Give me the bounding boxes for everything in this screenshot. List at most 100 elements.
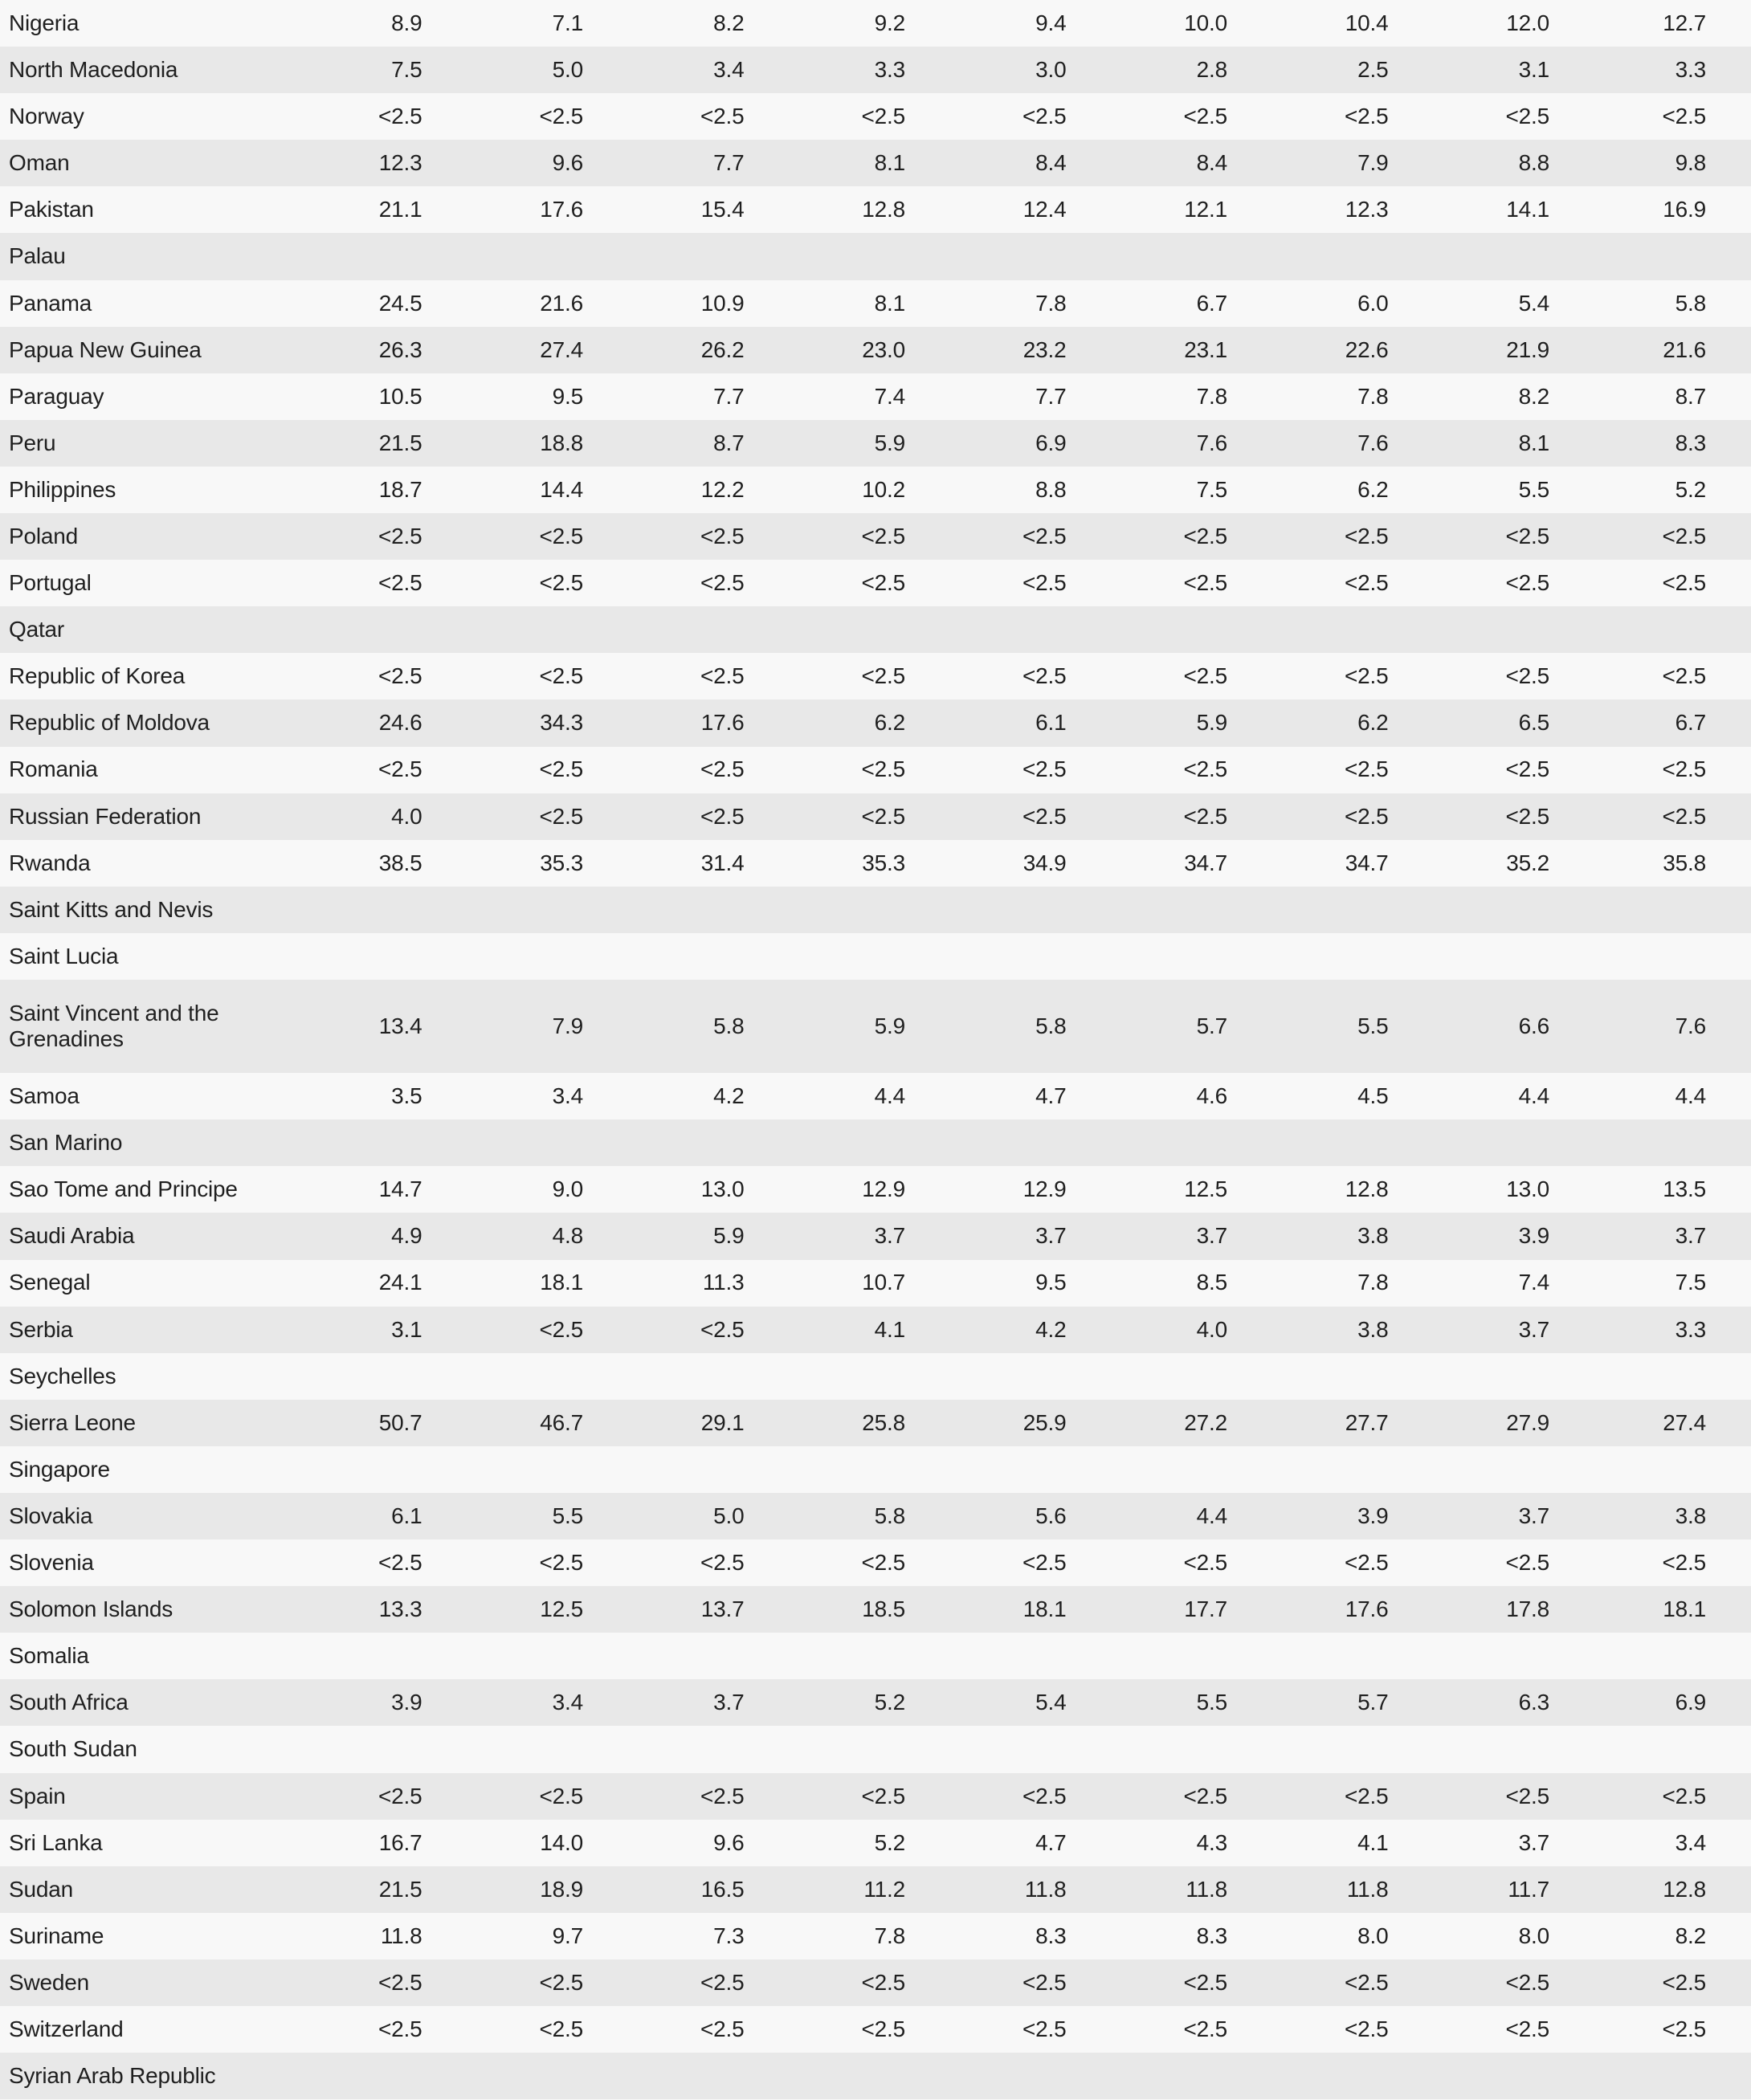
value-cell: <2.5 bbox=[861, 570, 906, 596]
value-cell: 4.9 bbox=[391, 1223, 422, 1249]
value-cell: 11.3 bbox=[702, 1270, 745, 1295]
value-cell: <2.5 bbox=[1022, 570, 1067, 596]
value-cell bbox=[1067, 1446, 1228, 1493]
value-cell: 10.7 bbox=[862, 1270, 905, 1295]
value-cell bbox=[905, 933, 1067, 980]
value-cell bbox=[745, 1119, 906, 1166]
country-name: Saint Vincent and the Grenadines bbox=[9, 1000, 219, 1052]
value-cell: <2.5 bbox=[539, 1550, 584, 1576]
value-cell: <2.5 bbox=[539, 523, 584, 548]
value-cell: 8.3 bbox=[1196, 1923, 1228, 1948]
value-cell: 12.9 bbox=[1022, 1176, 1067, 1202]
value-cell: 18.1 bbox=[1022, 1596, 1067, 1622]
value-cell: 3.9 bbox=[1357, 1503, 1389, 1528]
country-name: Pakistan bbox=[9, 197, 94, 222]
table-row: North Macedonia 7.5 5.0 3.4 3.3 3.0 2.8 2.5 3.1 3… bbox=[0, 47, 1751, 94]
value-cell: <2.5 bbox=[539, 663, 584, 689]
value-cell: 8.0 bbox=[1357, 1923, 1389, 1948]
value-cell: 5.8 bbox=[1675, 290, 1707, 316]
value-cell bbox=[1227, 1353, 1389, 1400]
value-cell: 5.4 bbox=[1518, 290, 1550, 316]
value-cell: 12.7 bbox=[1663, 10, 1706, 35]
table-row: Norway <2.5 <2.5 <2.5 <2.5 <2.5 <2.5 <2.5 <2.5 <2… bbox=[0, 93, 1751, 141]
value-cell: 5.9 bbox=[1196, 710, 1228, 736]
country-name: Serbia bbox=[9, 1316, 73, 1342]
country-name: South Sudan bbox=[9, 1736, 137, 1762]
value-cell: 8.8 bbox=[1035, 476, 1067, 502]
value-cell: 7.7 bbox=[713, 150, 745, 176]
country-name: Spain bbox=[9, 1783, 66, 1808]
value-cell: <2.5 bbox=[1022, 2016, 1067, 2041]
value-cell bbox=[422, 1633, 584, 1679]
value-cell: 4.5 bbox=[1357, 1083, 1389, 1109]
value-cell: 6.1 bbox=[391, 1503, 422, 1528]
value-cell: 27.2 bbox=[1184, 1409, 1227, 1435]
value-cell: 7.5 bbox=[1196, 476, 1228, 502]
value-cell bbox=[905, 1446, 1067, 1493]
value-cell: 7.7 bbox=[1035, 383, 1067, 409]
value-cell: <2.5 bbox=[1183, 663, 1228, 689]
value-cell: <2.5 bbox=[1345, 803, 1389, 829]
value-cell: 7.5 bbox=[1675, 1270, 1707, 1295]
value-cell: 9.5 bbox=[1035, 1270, 1067, 1295]
value-cell: <2.5 bbox=[1345, 1969, 1389, 1995]
value-cell: <2.5 bbox=[861, 663, 906, 689]
country-name: South Africa bbox=[9, 1690, 129, 1715]
value-cell bbox=[1227, 933, 1389, 980]
table-row: Saint Lucia bbox=[0, 932, 1751, 980]
value-cell: <2.5 bbox=[1505, 803, 1550, 829]
country-name: Sierra Leone bbox=[9, 1409, 136, 1435]
value-cell: 4.4 bbox=[1675, 1083, 1707, 1109]
value-cell bbox=[905, 233, 1067, 279]
value-cell: <2.5 bbox=[1022, 1550, 1067, 1576]
value-cell: 8.2 bbox=[713, 10, 745, 35]
value-cell: 21.1 bbox=[378, 197, 422, 222]
value-cell bbox=[261, 1726, 422, 1772]
value-cell bbox=[745, 2053, 906, 2099]
value-cell: 5.8 bbox=[1035, 1013, 1067, 1038]
value-cell bbox=[1389, 233, 1550, 279]
value-cell: 9.2 bbox=[874, 10, 906, 35]
value-cell: 11.8 bbox=[1346, 1876, 1389, 1902]
value-cell: 31.4 bbox=[700, 850, 745, 875]
table-row: Singapore bbox=[0, 1446, 1751, 1493]
value-cell: 5.7 bbox=[1196, 1013, 1228, 1038]
value-cell bbox=[261, 1353, 422, 1400]
value-cell bbox=[745, 606, 906, 653]
table-row: Somalia bbox=[0, 1633, 1751, 1680]
value-cell: <2.5 bbox=[378, 523, 422, 548]
table-row: Panama 24.5 21.6 10.9 8.1 7.8 6.7 6.0 5.4 5.8 bbox=[0, 279, 1751, 327]
value-cell: 12.4 bbox=[1022, 197, 1067, 222]
value-cell: 3.8 bbox=[1675, 1503, 1707, 1528]
value-cell: 38.5 bbox=[378, 850, 422, 875]
value-cell: <2.5 bbox=[1505, 756, 1550, 782]
value-cell: <2.5 bbox=[1345, 1783, 1389, 1808]
value-cell: <2.5 bbox=[539, 1969, 584, 1995]
value-cell: 14.4 bbox=[540, 476, 583, 502]
value-cell: <2.5 bbox=[1505, 2016, 1550, 2041]
value-cell: 23.2 bbox=[1022, 336, 1067, 362]
value-cell: 6.2 bbox=[1357, 710, 1389, 736]
value-cell: 3.7 bbox=[1518, 1503, 1550, 1528]
country-name: Paraguay bbox=[9, 383, 104, 409]
value-cell: 3.7 bbox=[1518, 1316, 1550, 1342]
value-cell: <2.5 bbox=[1662, 2016, 1707, 2041]
table-row: Sao Tome and Principe 14.7 9.0 13.0 12.9 12.9… bbox=[0, 1166, 1751, 1213]
value-cell: 5.2 bbox=[874, 1690, 906, 1715]
country-name: Seychelles bbox=[9, 1363, 116, 1388]
value-cell: <2.5 bbox=[861, 1969, 906, 1995]
country-name: Sudan bbox=[9, 1876, 73, 1902]
value-cell: 9.4 bbox=[1035, 10, 1067, 35]
table-row: Saudi Arabia 4.9 4.8 5.9 3.7 3.7 3.7 3.8 3.9 3.7 bbox=[0, 1213, 1751, 1260]
value-cell: 2.5 bbox=[1357, 57, 1389, 83]
value-cell bbox=[1067, 1726, 1228, 1772]
value-cell: 5.2 bbox=[1675, 476, 1707, 502]
value-cell bbox=[1227, 233, 1389, 279]
value-cell bbox=[1227, 1119, 1389, 1166]
value-cell: 14.0 bbox=[540, 1829, 583, 1855]
country-name: Slovakia bbox=[9, 1503, 93, 1528]
value-cell: <2.5 bbox=[700, 1550, 745, 1576]
value-cell: <2.5 bbox=[1662, 756, 1707, 782]
country-name: Republic of Korea bbox=[9, 663, 186, 689]
value-cell: 4.2 bbox=[1035, 1316, 1067, 1342]
